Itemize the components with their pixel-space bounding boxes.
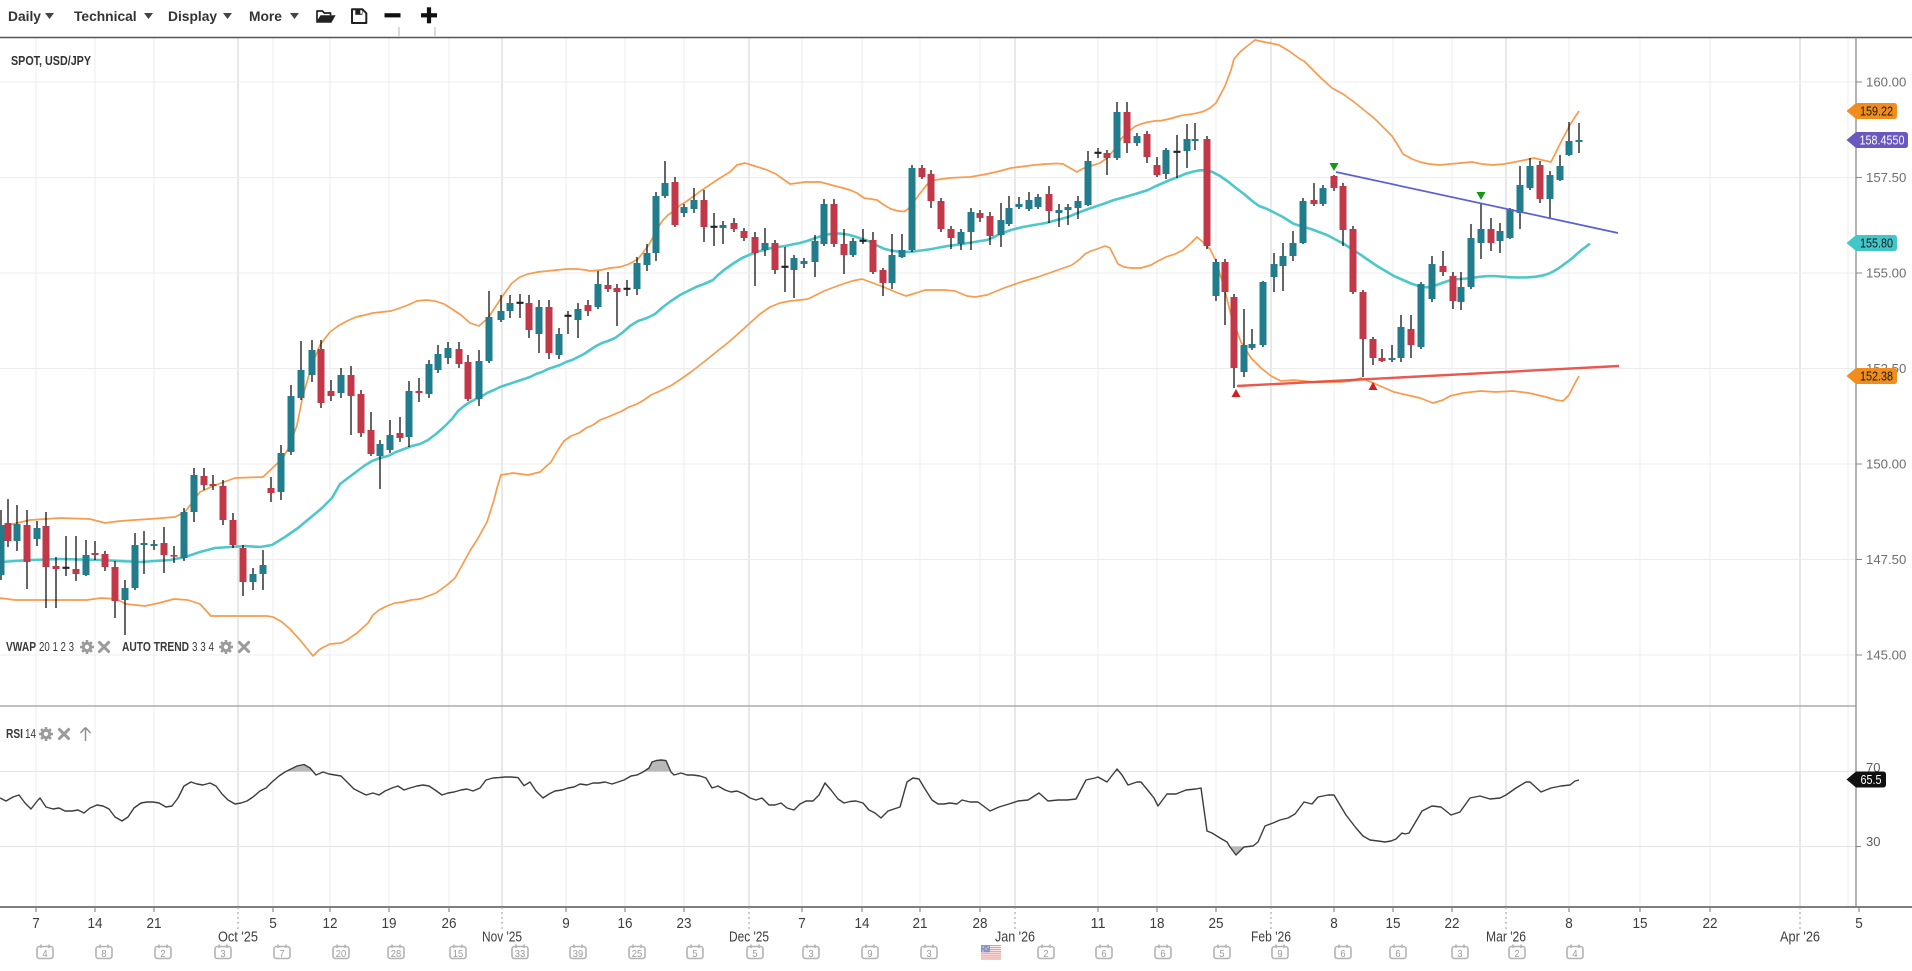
svg-text:6: 6 <box>1340 948 1345 960</box>
svg-text:22: 22 <box>1703 915 1718 932</box>
svg-text:7: 7 <box>32 915 40 932</box>
svg-text:155.80: 155.80 <box>1860 236 1893 251</box>
svg-text:15: 15 <box>1386 915 1401 932</box>
svg-text:3 3 4: 3 3 4 <box>192 640 214 654</box>
svg-text:18: 18 <box>1150 915 1165 932</box>
svg-text:5: 5 <box>752 948 757 960</box>
svg-text:6: 6 <box>1160 948 1165 960</box>
svg-text:21: 21 <box>147 915 162 932</box>
svg-text:21: 21 <box>913 915 928 932</box>
svg-text:6: 6 <box>1101 948 1106 960</box>
svg-text:Oct '25: Oct '25 <box>218 929 258 946</box>
svg-text:9: 9 <box>562 915 570 932</box>
svg-text:5: 5 <box>692 948 697 960</box>
svg-text:3: 3 <box>926 948 931 960</box>
svg-text:33: 33 <box>515 948 526 960</box>
svg-text:30: 30 <box>1866 834 1880 849</box>
svg-text:Daily: Daily <box>8 9 41 24</box>
svg-text:Feb '26: Feb '26 <box>1251 929 1291 946</box>
svg-text:Dec '25: Dec '25 <box>729 929 769 946</box>
svg-text:7: 7 <box>798 915 806 932</box>
svg-text:152.38: 152.38 <box>1860 369 1893 384</box>
svg-text:Nov '25: Nov '25 <box>482 929 522 946</box>
svg-text:19: 19 <box>382 915 397 932</box>
svg-text:70: 70 <box>1866 760 1880 775</box>
svg-text:20: 20 <box>336 948 347 960</box>
svg-text:14: 14 <box>855 915 870 932</box>
svg-text:7: 7 <box>279 948 284 960</box>
svg-text:RSI: RSI <box>6 727 23 741</box>
svg-text:23: 23 <box>677 915 692 932</box>
svg-text:2: 2 <box>1043 948 1048 960</box>
svg-text:Apr '26: Apr '26 <box>1780 929 1820 946</box>
svg-text:3: 3 <box>220 948 225 960</box>
svg-text:5: 5 <box>1855 915 1863 932</box>
svg-text:16: 16 <box>618 915 633 932</box>
svg-text:14: 14 <box>25 727 36 741</box>
svg-text:9: 9 <box>1277 948 1282 960</box>
svg-text:Jan '26: Jan '26 <box>995 929 1035 946</box>
svg-text:2: 2 <box>1514 948 1519 960</box>
svg-text:6: 6 <box>1395 948 1400 960</box>
svg-text:15: 15 <box>1633 915 1648 932</box>
svg-text:5: 5 <box>269 915 277 932</box>
svg-text:11: 11 <box>1091 915 1106 932</box>
svg-text:4: 4 <box>1572 948 1577 960</box>
svg-text:VWAP: VWAP <box>6 640 36 654</box>
svg-text:25: 25 <box>1209 915 1224 932</box>
svg-text:145.00: 145.00 <box>1866 648 1906 663</box>
svg-text:157.50: 157.50 <box>1866 170 1906 185</box>
svg-text:20 1 2 3: 20 1 2 3 <box>39 640 74 654</box>
svg-text:Display: Display <box>168 9 217 24</box>
svg-text:28: 28 <box>391 948 402 960</box>
svg-text:26: 26 <box>442 915 457 932</box>
svg-text:159.22: 159.22 <box>1860 104 1893 119</box>
svg-text:12: 12 <box>323 915 338 932</box>
svg-text:147.50: 147.50 <box>1866 552 1906 567</box>
svg-text:8: 8 <box>101 948 106 960</box>
svg-text:9: 9 <box>867 948 872 960</box>
svg-text:4: 4 <box>42 948 47 960</box>
svg-text:39: 39 <box>573 948 584 960</box>
svg-text:3: 3 <box>1457 948 1462 960</box>
svg-text:8: 8 <box>1330 915 1338 932</box>
svg-text:28: 28 <box>973 915 988 932</box>
svg-text:155.00: 155.00 <box>1866 266 1906 281</box>
svg-text:More: More <box>249 9 282 24</box>
svg-text:160.00: 160.00 <box>1866 75 1906 90</box>
svg-text:AUTO TREND: AUTO TREND <box>122 640 189 654</box>
svg-text:2: 2 <box>160 948 165 960</box>
svg-text:14: 14 <box>88 915 103 932</box>
svg-text:25: 25 <box>632 948 643 960</box>
svg-text:15: 15 <box>453 948 464 960</box>
svg-text:Mar '26: Mar '26 <box>1486 929 1526 946</box>
svg-text:158.4550: 158.4550 <box>1860 133 1905 148</box>
svg-text:22: 22 <box>1445 915 1460 932</box>
svg-text:SPOT, USD/JPY: SPOT, USD/JPY <box>11 53 91 68</box>
svg-text:3: 3 <box>808 948 813 960</box>
svg-text:8: 8 <box>1565 915 1573 932</box>
svg-text:Technical: Technical <box>74 9 137 24</box>
svg-text:5: 5 <box>1219 948 1224 960</box>
svg-text:150.00: 150.00 <box>1866 457 1906 472</box>
svg-text:65.5: 65.5 <box>1861 772 1882 787</box>
